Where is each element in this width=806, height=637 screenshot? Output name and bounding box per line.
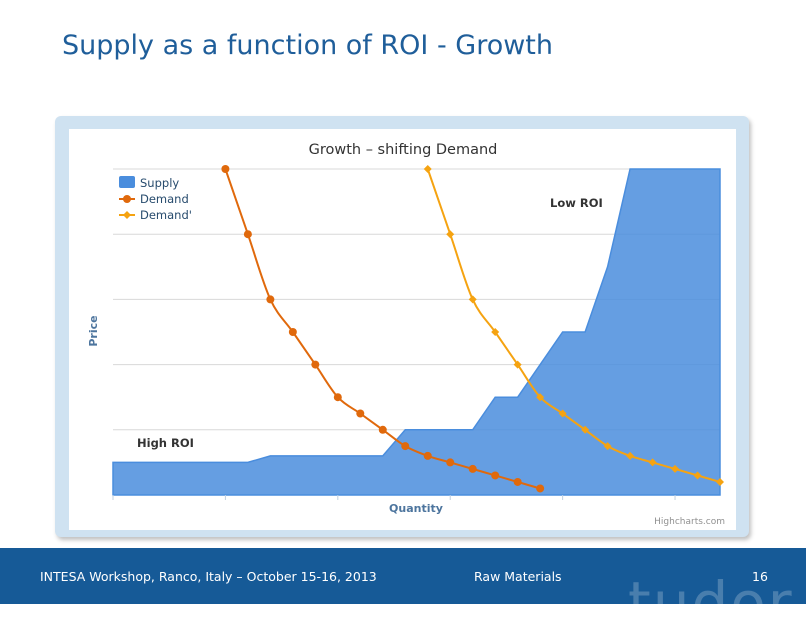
demand-prime-point-13 <box>716 477 724 486</box>
demand-prime-point-4 <box>513 360 522 369</box>
demand-prime-point-2 <box>468 295 477 304</box>
demand-prime-point-0 <box>423 165 432 173</box>
y-axis-label: Price <box>87 315 100 346</box>
demand-point-0 <box>221 165 230 173</box>
demand-point-4 <box>311 360 320 369</box>
demand-point-14 <box>536 484 545 493</box>
demand-point-6 <box>356 409 365 418</box>
demand-prime-point-8 <box>603 442 612 451</box>
page-number: 16 <box>752 569 768 584</box>
legend-item-supply[interactable]: Supply <box>119 176 179 190</box>
legend-marker-demand <box>123 195 131 203</box>
footer-bar: tudor INTESA Workshop, Ranco, Italy – Oc… <box>0 548 806 637</box>
footer-section: Raw Materials <box>474 569 562 584</box>
legend-symbol-supply <box>119 176 135 188</box>
demand-point-5 <box>333 393 342 402</box>
demand-point-13 <box>513 477 522 486</box>
demand-point-8 <box>401 442 410 451</box>
x-axis-label: Quantity <box>389 502 443 515</box>
slide-title: Supply as a function of ROI - Growth <box>62 30 554 61</box>
demand-point-2 <box>266 295 275 304</box>
annotation-high-roi: High ROI <box>137 436 194 450</box>
legend-item-demand-prime[interactable]: Demand' <box>119 208 192 222</box>
legend: Supply Demand Demand' <box>119 176 192 222</box>
demand-point-9 <box>423 451 432 460</box>
demand-point-10 <box>446 458 455 467</box>
demand-prime-point-5 <box>536 393 545 402</box>
legend-marker-demand-prime <box>123 211 131 219</box>
legend-label-supply: Supply <box>140 176 179 190</box>
legend-item-demand[interactable]: Demand <box>119 192 189 206</box>
chart-credits[interactable]: Highcharts.com <box>654 517 725 527</box>
legend-label-demand: Demand <box>140 192 189 206</box>
demand-prime-point-7 <box>581 425 590 434</box>
demand-prime-point-6 <box>558 409 567 418</box>
demand-point-11 <box>468 464 477 473</box>
demand-prime-point-1 <box>446 230 455 239</box>
demand-prime-point-3 <box>491 328 500 336</box>
tudor-watermark: tudor <box>628 569 794 637</box>
demand-prime-point-11 <box>671 464 680 473</box>
demand-point-1 <box>243 230 252 239</box>
annotation-low-roi: Low ROI <box>550 196 603 210</box>
chart-title: Growth – shifting Demand <box>309 142 498 158</box>
demand-point-12 <box>491 471 500 480</box>
demand-prime-point-9 <box>626 451 635 460</box>
demand-prime-point-10 <box>648 458 657 467</box>
demand-prime-point-12 <box>693 471 702 480</box>
footer-event: INTESA Workshop, Ranco, Italy – October … <box>40 569 377 584</box>
supply-area <box>112 168 721 496</box>
demand-point-3 <box>288 328 297 336</box>
legend-label-demand-prime: Demand' <box>140 208 192 222</box>
growth-chart: Growth – shifting Demand Price Quantity … <box>87 142 725 527</box>
demand-point-7 <box>378 425 387 434</box>
